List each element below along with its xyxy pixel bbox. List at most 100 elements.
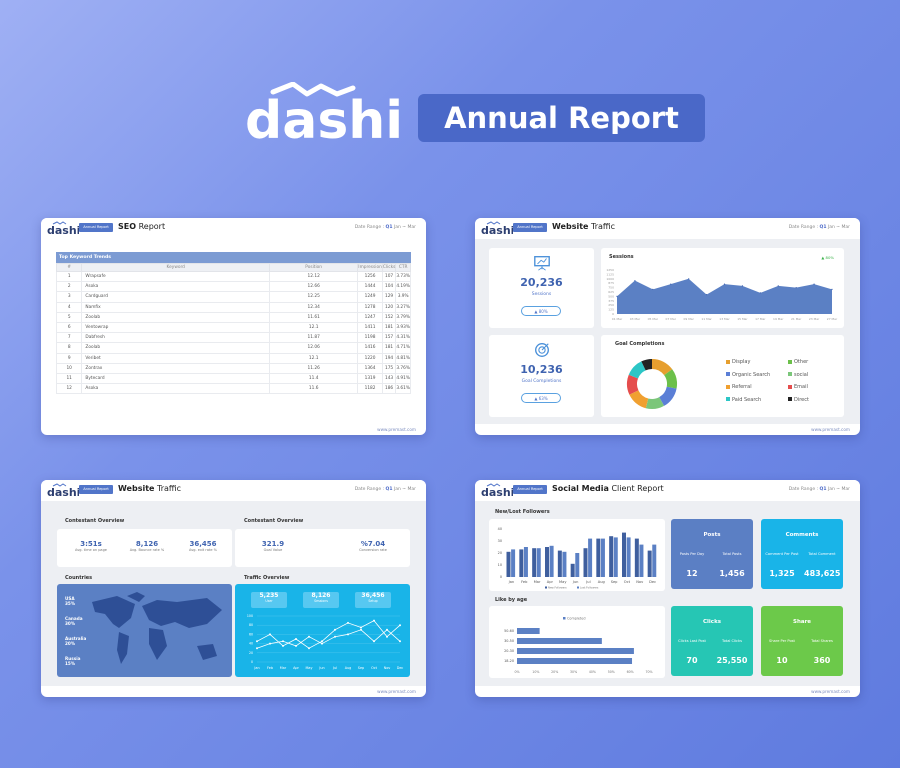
traffic-series-line <box>256 629 401 649</box>
table-cell: 5 <box>55 311 83 323</box>
table-cell: 2 <box>55 281 83 293</box>
dashi-logo: dashi <box>245 82 400 142</box>
follower-bar <box>588 538 593 577</box>
overview-stat: 36,456 Avg. exit rate % <box>177 540 229 552</box>
overview-stat: %7.04 Conversion rate <box>347 540 399 552</box>
table-cell: Namfix <box>81 301 271 313</box>
legend-swatch <box>788 372 792 376</box>
date-range: Date Range : Q1 Jan ~ Mar <box>788 225 850 230</box>
traffic-point <box>308 635 310 638</box>
social-media-slide[interactable]: dashi Annual Report Social Media Client … <box>475 480 860 697</box>
legend-item: Referral <box>726 384 752 390</box>
report-badge: Annual Report <box>79 223 113 232</box>
table-row[interactable]: 6 Ventowrap 12.1 1411 181 3.93% <box>55 321 411 334</box>
country-percent: 20% <box>65 641 76 646</box>
table-cell: 129 <box>381 291 397 303</box>
metric-tile[interactable]: Clicks Clicks Last Post Total Clicks 70 25,5… <box>671 606 753 676</box>
traffic-stat: 36,456 Setup <box>355 592 391 608</box>
followers-bar-chart: 40 30 20 10 0 Jan Feb Mar Apr May Jun Jul Aug Sep Oct N… <box>498 527 657 590</box>
table-row[interactable]: 7 Dabfresh 11.87 1198 157 4.31% <box>55 332 411 344</box>
follower-bar <box>549 545 554 577</box>
tile-label-1: Share Per Post <box>769 639 795 643</box>
x-tick-label: Oct <box>371 666 378 670</box>
table-cell: 11.87 <box>269 332 359 344</box>
donut-slice <box>659 386 677 406</box>
sessions-point <box>741 285 744 287</box>
y-tick-label: 80 <box>249 623 253 627</box>
footer-url[interactable]: www.premast.com <box>811 689 850 694</box>
table-row[interactable]: 3 Cardguard 12.25 1249 129 3.9% <box>55 291 411 303</box>
dashi-logo-small: dashi <box>47 221 79 235</box>
website-traffic-slide-2[interactable]: dashi Annual Report Website Traffic Date… <box>41 480 426 697</box>
footer-url[interactable]: www.premast.com <box>377 689 416 694</box>
seo-report-slide[interactable]: dashi Annual Report SEO Report Date Rang… <box>41 218 426 435</box>
table-row[interactable]: 9 Veribet 12.1 1220 194 4.81% <box>55 352 411 364</box>
follower-bar <box>523 547 528 577</box>
x-tick-label: 50% <box>608 670 615 674</box>
x-tick-label: Apr <box>293 666 299 670</box>
table-cell: 4.91% <box>395 372 411 385</box>
legend-label: Email <box>794 384 808 390</box>
table-row[interactable]: 12 Asoka 11.6 1182 186 3.61% <box>55 383 411 395</box>
tile-value-1: 12 <box>686 569 698 578</box>
x-tick-label: Apr <box>547 580 554 584</box>
table-row[interactable]: 11 Bytecard 11.4 1319 143 4.91% <box>55 372 411 385</box>
donut-slice <box>664 369 677 389</box>
likes-bar <box>517 648 634 654</box>
legend-item: Other <box>788 359 808 365</box>
page-title: Annual Report <box>418 94 705 142</box>
follower-bar <box>613 537 618 577</box>
table-cell: 11.6 <box>269 383 359 395</box>
table-row[interactable]: 8 Zoolab 12.06 1416 181 4.71% <box>55 342 411 354</box>
website-traffic-slide-1[interactable]: dashi Annual Report Website Traffic Date… <box>475 218 860 435</box>
stat-value: 3:51s <box>80 540 102 548</box>
slide-title: Website Traffic <box>552 222 616 231</box>
table-cell: 3 <box>55 291 83 303</box>
table-cell: 7 <box>55 332 83 344</box>
table-row[interactable]: 5 Zoolab 11.61 1247 152 3.79% <box>55 311 411 323</box>
table-cell: 12.25 <box>269 291 359 303</box>
follower-bar <box>557 550 562 577</box>
table-cell: 1247 <box>357 311 383 323</box>
table-row[interactable]: 10 Zontrax 11.26 1364 175 3.76% <box>55 362 411 374</box>
x-tick-label: 21 Mar <box>791 317 802 321</box>
footer-url[interactable]: www.premast.com <box>811 427 850 432</box>
stat-label: Avg. exit rate % <box>189 548 217 552</box>
traffic-point <box>334 628 336 631</box>
table-row[interactable]: 4 Namfix 12.34 1278 120 3.27% <box>55 301 411 313</box>
legend-swatch <box>788 397 792 401</box>
traffic-stat-value: 36,456 <box>361 592 385 599</box>
metric-tile[interactable]: Comments Comment Per Post Total Comment 1,3… <box>761 519 843 589</box>
metric-tile[interactable]: Share Share Per Post Total Shares 10 360 <box>761 606 843 676</box>
country-percent: 15% <box>65 661 76 666</box>
legend-label: New Followers <box>548 586 567 590</box>
table-cell: 4.31% <box>395 332 411 344</box>
x-tick-label: Nov <box>384 666 391 670</box>
follower-bar <box>596 538 601 577</box>
y-tick-label: 375 <box>608 299 614 303</box>
table-cell: Asoka <box>81 281 271 293</box>
footer-url[interactable]: www.premast.com <box>377 427 416 432</box>
tile-value-1: 70 <box>686 656 698 665</box>
table-row[interactable]: 1 Wrapsafe 12.12 1256 107 3.73% <box>55 270 411 283</box>
countries-map-card: USA 35% Canada 30% Australia 20% Russia 15% <box>57 584 232 677</box>
sessions-change-button[interactable]: ▲ 80% <box>521 306 561 316</box>
x-tick-label: Dec <box>397 666 404 670</box>
donut-slice <box>641 359 652 371</box>
svg-text:dashi: dashi <box>481 224 513 235</box>
table-cell: 12 <box>55 383 83 395</box>
table-row[interactable]: 2 Asoka 12.66 1444 104 4.19% <box>55 281 411 293</box>
traffic-point <box>347 633 349 636</box>
y-tick-label: 30 <box>498 539 502 543</box>
table-cell: 1182 <box>357 383 383 395</box>
legend-label: Display <box>732 359 751 365</box>
follower-bar <box>532 548 537 577</box>
column-header: Clicks <box>381 263 397 272</box>
tile-title: Clicks <box>703 619 721 625</box>
goal-change-button[interactable]: ▲ 63% <box>521 393 561 403</box>
goal-chart-card: Goal Completions Display Other Organic Sea… <box>601 335 844 417</box>
metric-tile[interactable]: Posts Posts Per Day Total Posts 12 1,456 <box>671 519 753 589</box>
table-cell: 12.66 <box>269 281 359 293</box>
table-cell: 1220 <box>357 352 383 364</box>
x-tick-label: Jun <box>318 666 324 670</box>
